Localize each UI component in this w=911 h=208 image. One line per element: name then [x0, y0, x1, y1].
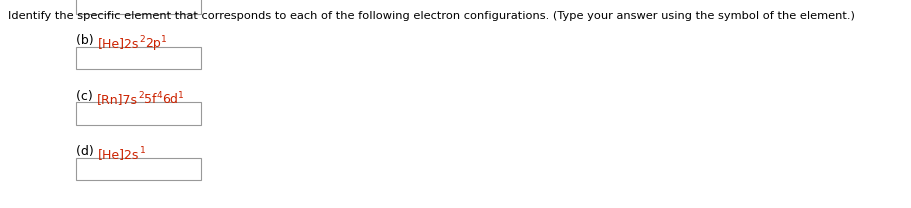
- Text: 4: 4: [157, 91, 162, 100]
- Text: (c): (c): [77, 90, 97, 103]
- Text: 1: 1: [160, 35, 167, 44]
- Text: (d): (d): [77, 145, 98, 158]
- Text: 5f: 5f: [144, 93, 157, 106]
- Text: 2: 2: [139, 35, 145, 44]
- Text: 2p: 2p: [145, 37, 160, 50]
- Text: [He]2s: [He]2s: [98, 37, 139, 50]
- Text: 2: 2: [138, 91, 144, 100]
- Text: 1: 1: [139, 146, 145, 155]
- Text: (b): (b): [77, 34, 98, 47]
- Text: [He]2s: [He]2s: [98, 148, 139, 161]
- Text: 1: 1: [178, 91, 183, 100]
- Text: 6d: 6d: [162, 93, 178, 106]
- Text: [Rn]7s: [Rn]7s: [97, 93, 138, 106]
- Text: Identify the specific element that corresponds to each of the following electron: Identify the specific element that corre…: [8, 11, 855, 21]
